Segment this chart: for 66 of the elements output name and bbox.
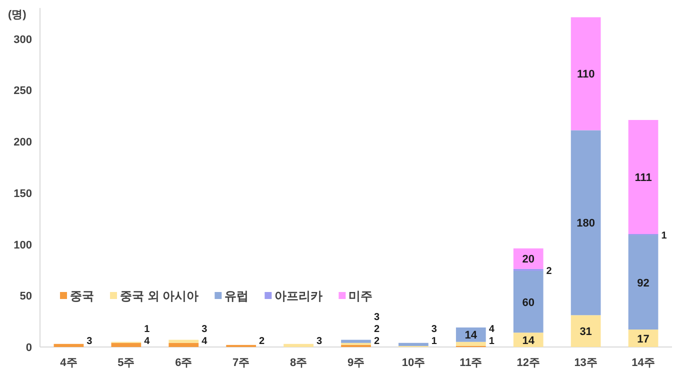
data-label: 3 [86, 336, 93, 347]
data-label: 1 [431, 336, 438, 347]
y-tick-label: 150 [14, 188, 32, 200]
x-tick-label: 5주 [118, 357, 135, 369]
data-label: 92 [637, 277, 650, 290]
x-tick-label: 10주 [402, 357, 426, 369]
data-label: 3 [316, 336, 322, 347]
data-label: 4 [144, 336, 150, 347]
data-label: 180 [576, 218, 595, 230]
data-label: 1 [488, 336, 495, 347]
y-tick-label: 0 [26, 342, 32, 354]
legend-label: 미주 [348, 289, 373, 303]
bar [628, 235, 658, 330]
legend-label: 중국 외 아시아 [120, 289, 199, 303]
legend-label: 중국 [70, 289, 94, 303]
bar [168, 340, 199, 343]
data-label: 60 [522, 296, 534, 309]
bar [570, 130, 601, 316]
data-label: 31 [580, 326, 592, 338]
bar [54, 344, 84, 347]
data-label: 1 [144, 324, 150, 335]
data-label: 2 [546, 266, 552, 277]
data-label: 4 [488, 324, 495, 335]
bar [168, 342, 199, 347]
bar [456, 342, 486, 346]
data-label: 111 [634, 172, 652, 184]
x-tick-label: 8주 [290, 357, 308, 369]
data-label: 1 [661, 230, 668, 242]
bar [513, 248, 544, 269]
data-label: 4 [202, 336, 208, 347]
bar [628, 120, 658, 234]
y-axis-title: (명) [8, 9, 27, 21]
bar [628, 330, 658, 347]
x-tick-label: 9주 [347, 357, 365, 369]
data-label: 110 [576, 68, 595, 81]
bar [398, 342, 428, 346]
legend-label: 유럽 [224, 289, 249, 303]
bar [570, 315, 601, 347]
data-label: 14 [522, 334, 536, 347]
data-label: 3 [431, 324, 438, 335]
y-tick-label: 300 [14, 34, 32, 46]
y-tick-label: 50 [20, 290, 32, 303]
x-tick-label: 12주 [516, 357, 540, 369]
bar [111, 342, 142, 347]
bar [570, 17, 601, 130]
legend-label: 아프리카 [274, 289, 323, 303]
x-tick-label: 4주 [60, 357, 78, 369]
data-label: 2 [259, 336, 266, 347]
bar [513, 270, 544, 333]
x-tick-label: 11주 [460, 357, 482, 369]
data-label: 17 [637, 333, 650, 346]
x-tick-label: 13주 [574, 357, 598, 369]
y-tick-label: 100 [14, 239, 32, 252]
x-tick-label: 14주 [632, 357, 655, 369]
data-label: 2 [374, 336, 380, 347]
y-tick-label: 250 [14, 85, 32, 98]
data-label: 20 [522, 254, 534, 266]
y-tick-label: 200 [14, 136, 32, 149]
data-label: 3 [374, 312, 380, 323]
data-label: 3 [202, 324, 208, 335]
data-label: 2 [374, 324, 380, 335]
bar [284, 344, 314, 347]
data-label: 14 [464, 330, 478, 342]
bar [341, 340, 371, 343]
x-tick-label: 7주 [232, 357, 250, 369]
x-tick-label: 6주 [175, 357, 192, 369]
